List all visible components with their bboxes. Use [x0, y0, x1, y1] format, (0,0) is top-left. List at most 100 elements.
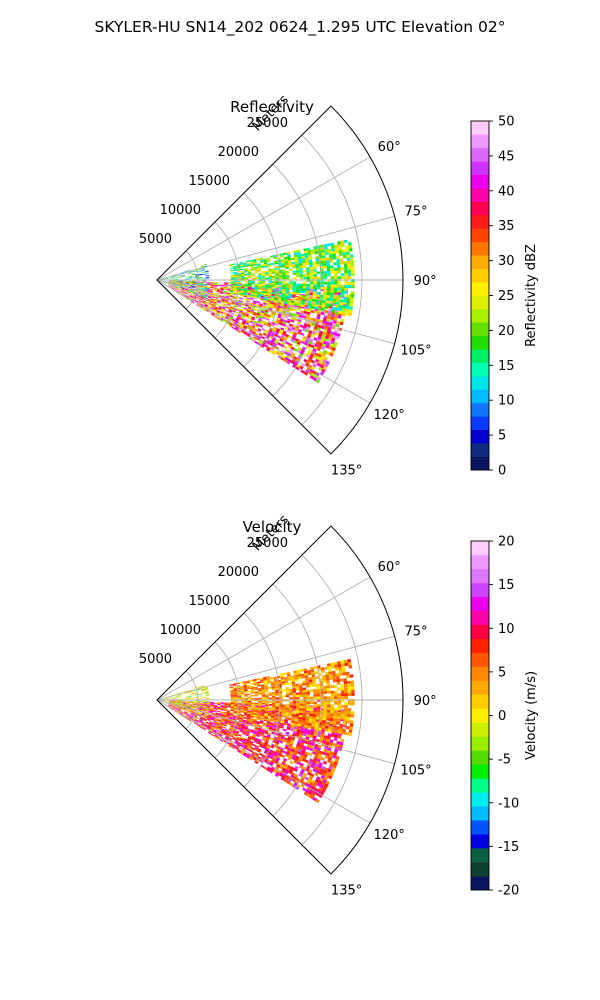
radial-tick-label: 15000 — [189, 174, 230, 189]
colorbar-tick-label: 25 — [498, 289, 515, 304]
colorbar-segment — [471, 820, 489, 835]
figure-title: SKYLER-HU SN14_202 0624_1.295 UTC Elevat… — [95, 18, 506, 37]
radial-tick-label: 25000 — [247, 116, 288, 131]
colorbar-tick-label: 10 — [498, 622, 515, 637]
radial-tick-label: 25000 — [247, 536, 288, 551]
panel-reflectivity: Reflectivity500010000150002000025000Mete… — [139, 92, 539, 478]
angle-tick-label: 90° — [414, 694, 437, 709]
colorbar-segment — [471, 201, 489, 216]
angle-tick-label: 135° — [331, 884, 362, 899]
azimuth-gridline — [156, 215, 395, 281]
angle-tick-label: 75° — [404, 205, 427, 220]
colorbar-segment — [471, 736, 489, 751]
colorbar-segment — [471, 376, 489, 390]
colorbar-segment — [471, 694, 489, 709]
azimuth-gridline — [156, 699, 395, 765]
colorbar-tick-label: 10 — [498, 394, 515, 409]
colorbar-tick-label: 0 — [498, 709, 506, 724]
colorbar-tick-label: 40 — [498, 184, 515, 199]
colorbar-tick-label: -5 — [498, 753, 511, 768]
colorbar-tick-label: 0 — [498, 464, 506, 479]
colorbar-segment — [471, 295, 489, 310]
colorbar-tick-label: -15 — [498, 840, 519, 855]
colorbar-segment — [471, 624, 489, 640]
colorbar-segment — [471, 862, 489, 877]
colorbar-tick-label: 5 — [498, 429, 506, 444]
colorbar: -20 -15 -10 -5 0 5 10 15 20 Velocity (m/s) — [470, 535, 539, 899]
colorbar-segment — [471, 750, 489, 765]
colorbar-segment — [471, 335, 489, 350]
sector-outline — [156, 105, 404, 455]
colorbar-tick-label: -20 — [498, 884, 519, 899]
colorbar-segment — [471, 792, 489, 807]
colorbar-segment — [471, 416, 489, 431]
angle-tick-label: 120° — [374, 408, 405, 423]
colorbar-segment — [471, 349, 489, 363]
radial-tick-label: 15000 — [189, 594, 230, 609]
colorbar-tick-label: 15 — [498, 578, 515, 593]
colorbar-label: Velocity (m/s) — [524, 671, 539, 760]
azimuth-gridline — [156, 279, 371, 404]
panel-title: Velocity — [243, 518, 302, 536]
colorbar-segment — [471, 389, 489, 404]
colorbar-segment — [471, 652, 489, 667]
colorbar-segment — [471, 541, 489, 556]
azimuth-gridline — [156, 156, 371, 281]
colorbar-segment — [471, 876, 489, 891]
azimuth-gridline — [156, 279, 395, 345]
angle-tick-label: 75° — [404, 625, 427, 640]
colorbar-segment — [471, 255, 489, 269]
colorbar-segment — [471, 568, 489, 584]
colorbar-segment — [471, 362, 489, 377]
angle-tick-label: 105° — [400, 343, 431, 358]
colorbar-segment — [471, 806, 489, 821]
echo-region-northern-band — [229, 658, 355, 736]
radial-tick-label: 5000 — [139, 652, 172, 667]
colorbar-segment — [471, 554, 489, 570]
colorbar-tick-label: 20 — [498, 535, 515, 550]
colorbar-segment — [471, 228, 489, 243]
colorbar-tick-label: 45 — [498, 149, 515, 164]
radial-tick-label: 20000 — [218, 565, 259, 580]
colorbar-segment — [471, 764, 489, 779]
colorbar-segment — [471, 778, 489, 793]
radial-tick-label: 5000 — [139, 232, 172, 247]
echo-region-northern-band — [229, 239, 355, 316]
colorbar-segment — [471, 402, 489, 417]
colorbar-tick-label: -10 — [498, 796, 519, 811]
radial-tick-label: 20000 — [218, 145, 259, 160]
colorbar-segment — [471, 214, 489, 229]
colorbar-tick-label: 50 — [498, 115, 515, 130]
colorbar-segment — [471, 268, 489, 283]
colorbar-segment — [471, 134, 489, 149]
echo-field — [160, 658, 355, 804]
colorbar-segment — [471, 308, 489, 323]
colorbar-segment — [471, 680, 489, 695]
radial-tick-label: 10000 — [160, 203, 201, 218]
azimuth-gridline — [156, 635, 395, 701]
angle-tick-label: 60° — [378, 140, 401, 155]
colorbar-tick-label: 35 — [498, 219, 515, 234]
colorbar-segment — [471, 722, 489, 737]
angle-tick-label: 135° — [331, 464, 362, 479]
colorbar-label: Reflectivity dBZ — [524, 244, 539, 347]
colorbar-segment — [471, 282, 489, 296]
radial-tick-label: 10000 — [160, 623, 201, 638]
colorbar-segment — [471, 161, 489, 175]
colorbar-segment — [471, 174, 489, 189]
colorbar-segment — [471, 121, 489, 135]
colorbar-segment — [471, 596, 489, 612]
colorbar-segment — [471, 322, 489, 337]
angle-tick-label: 60° — [378, 560, 401, 575]
echo-field — [160, 239, 355, 384]
colorbar-tick-label: 15 — [498, 359, 515, 374]
colorbar-segment — [471, 429, 489, 444]
colorbar-segment — [471, 147, 489, 162]
echo-region-near-scatter — [160, 685, 210, 719]
sector-outline — [156, 525, 404, 875]
colorbar-segment — [471, 708, 489, 723]
colorbar-segment — [471, 834, 489, 849]
colorbar-segment — [471, 666, 489, 681]
azimuth-gridline — [156, 576, 371, 701]
